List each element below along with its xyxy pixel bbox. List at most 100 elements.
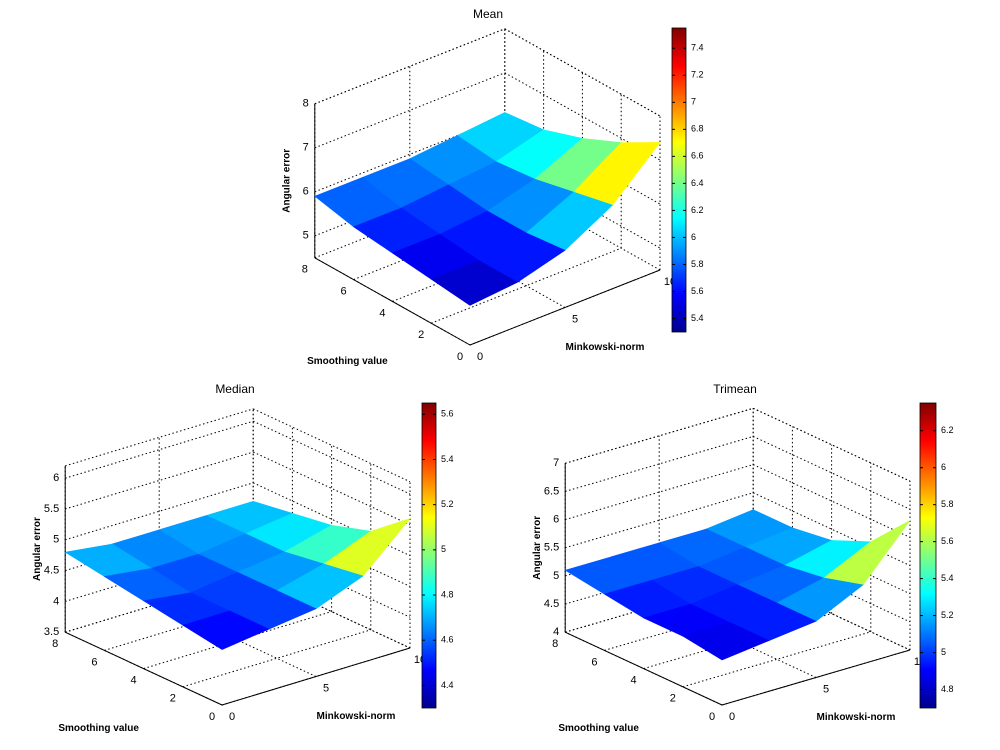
- grid-line: [643, 613, 832, 670]
- colorbar-tick-label: 5.4: [441, 454, 454, 464]
- z-tick-label: 6: [553, 514, 559, 526]
- z-tick-label: 5.5: [44, 503, 59, 515]
- x-tick-label: 5: [572, 313, 578, 325]
- y-axis-label: Smoothing value: [307, 356, 388, 367]
- axis-line: [221, 647, 411, 706]
- grid-line: [65, 574, 254, 633]
- colorbar-tick-label: 5: [941, 647, 946, 657]
- x-tick-label: 5: [323, 682, 329, 694]
- grid-line: [65, 482, 254, 541]
- axis-line: [64, 631, 223, 706]
- z-tick-label: 7: [303, 142, 309, 154]
- colorbar-tick-label: 5.8: [941, 499, 954, 509]
- grid-line: [104, 592, 293, 651]
- grid-line: [65, 420, 254, 479]
- colorbar-tick-label: 4.4: [441, 680, 454, 690]
- colorbar-tick-label: 5.4: [941, 573, 954, 583]
- box-edge: [504, 28, 661, 117]
- x-axis-label: Minkowski-norm: [817, 712, 896, 723]
- x-tick-label: 5: [823, 683, 829, 695]
- box-edge: [314, 28, 505, 105]
- box-edge: [565, 407, 754, 464]
- y-tick-label: 0: [709, 711, 715, 723]
- colorbar-tick-label: 4.8: [941, 684, 954, 694]
- y-tick-label: 8: [552, 638, 558, 650]
- colorbar-tick-label: 4.6: [441, 635, 454, 645]
- z-tick-label: 6: [53, 472, 59, 484]
- z-tick-label: 4: [553, 626, 559, 638]
- subplot-title: Median: [215, 382, 254, 396]
- z-axis-label: Angular error: [532, 516, 543, 580]
- grid-line: [752, 435, 911, 510]
- colorbar-tick-label: 6.4: [691, 178, 704, 188]
- y-tick-label: 4: [631, 675, 637, 687]
- y-tick-label: 4: [131, 675, 137, 687]
- grid-line: [65, 543, 254, 602]
- grid-line: [565, 464, 754, 521]
- axis-line: [469, 269, 661, 346]
- colorbar-tick-label: 6.2: [941, 425, 954, 435]
- z-axis-label: Angular error: [32, 517, 43, 581]
- colorbar-tick-label: 7: [691, 97, 696, 107]
- surface-cell: [182, 610, 270, 650]
- colorbar-tick-label: 6.2: [691, 205, 704, 215]
- grid-line: [143, 611, 332, 670]
- grid-line: [565, 576, 754, 633]
- z-tick-label: 6: [303, 186, 309, 198]
- y-tick-label: 6: [91, 656, 97, 668]
- colorbar-tick-label: 7.4: [691, 43, 704, 53]
- colorbar-tick-label: 5.6: [441, 409, 454, 419]
- colorbar-tick-label: 7.2: [691, 70, 704, 80]
- x-tick-label: 0: [477, 351, 483, 363]
- subplot-title: Mean: [473, 7, 503, 21]
- grid-line: [752, 464, 911, 538]
- colorbar-tick-label: 6.8: [691, 124, 704, 134]
- x-tick-label: 0: [229, 711, 235, 723]
- z-tick-label: 3.5: [44, 626, 59, 638]
- z-tick-label: 4.5: [44, 565, 59, 577]
- grid-line: [604, 594, 793, 651]
- y-tick-label: 2: [418, 329, 424, 341]
- subplot-title: Trimean: [713, 382, 757, 396]
- z-tick-label: 6.5: [544, 485, 559, 497]
- colorbar-tick-label: 5: [441, 544, 446, 554]
- colorbar-tick-label: 5.8: [691, 259, 704, 269]
- z-tick-label: 5: [53, 534, 59, 546]
- z-tick-label: 4: [53, 595, 59, 607]
- colorbar-tick-label: 6: [941, 462, 946, 472]
- colorbar-tick-label: 6: [691, 232, 696, 242]
- colorbar-tick-label: 5.2: [941, 610, 954, 620]
- grid-line: [65, 451, 254, 510]
- colorbar-tick-label: 5.6: [941, 536, 954, 546]
- surface-cell: [682, 622, 770, 661]
- x-tick-label: 0: [729, 711, 735, 723]
- z-tick-label: 5: [303, 230, 309, 242]
- y-axis-label: Smoothing value: [58, 723, 139, 734]
- y-tick-label: 6: [341, 286, 347, 298]
- colorbar: [919, 402, 937, 709]
- grid-line: [314, 28, 505, 105]
- box-edge: [752, 407, 911, 482]
- z-tick-label: 4.5: [544, 598, 559, 610]
- x-axis-label: Minkowski-norm: [566, 342, 645, 353]
- x-axis-label: Minkowski-norm: [317, 711, 396, 722]
- grid-line: [252, 451, 411, 526]
- grid-line: [682, 631, 871, 688]
- grid-line: [182, 629, 371, 688]
- y-tick-label: 0: [457, 351, 463, 363]
- grid-line: [565, 492, 754, 549]
- colorbar-tick-label: 6.6: [691, 151, 704, 161]
- y-axis-label: Smoothing value: [558, 723, 639, 734]
- box-edge: [252, 408, 411, 483]
- subplot: 44.555.566.57024680510TrimeanSmoothing v…: [532, 382, 954, 734]
- colorbar: [421, 402, 437, 709]
- y-tick-label: 2: [170, 693, 176, 705]
- box-edge: [65, 408, 254, 467]
- y-tick-label: 2: [670, 693, 676, 705]
- z-tick-label: 8: [303, 98, 309, 110]
- y-tick-label: 8: [52, 638, 58, 650]
- z-tick-label: 5.5: [544, 542, 559, 554]
- surface-cell: [430, 260, 519, 306]
